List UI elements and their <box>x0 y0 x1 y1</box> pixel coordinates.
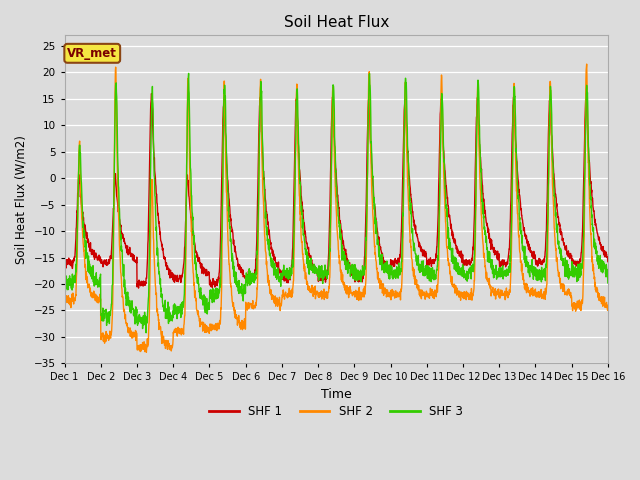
SHF 1 <box>212 282 220 288</box>
SHF 1 <box>556 222 564 228</box>
SHF 1 <box>604 259 612 264</box>
SHF 3 <box>353 275 360 280</box>
SHF 2 <box>61 300 68 306</box>
Y-axis label: Soil Heat Flux (W/m2): Soil Heat Flux (W/m2) <box>15 135 28 264</box>
SHF 1 <box>572 258 579 264</box>
SHF 3 <box>572 264 579 270</box>
SHF 2 <box>364 149 372 155</box>
SHF 1 <box>61 262 68 268</box>
Title: Soil Heat Flux: Soil Heat Flux <box>284 15 389 30</box>
SHF 3 <box>495 270 502 276</box>
Legend: SHF 1, SHF 2, SHF 3: SHF 1, SHF 2, SHF 3 <box>204 401 468 423</box>
SHF 3 <box>364 135 372 141</box>
SHF 1 <box>582 91 590 96</box>
SHF 2 <box>494 287 502 292</box>
SHF 3 <box>604 280 612 286</box>
Line: SHF 1: SHF 1 <box>65 94 608 288</box>
SHF 1 <box>134 285 142 291</box>
SHF 3 <box>212 291 220 297</box>
SHF 2 <box>143 349 150 355</box>
Line: SHF 2: SHF 2 <box>65 64 608 352</box>
SHF 2 <box>212 325 220 331</box>
SHF 1 <box>494 257 502 263</box>
SHF 2 <box>572 300 579 306</box>
SHF 3 <box>185 71 193 76</box>
SHF 1 <box>364 120 372 126</box>
SHF 3 <box>142 330 150 336</box>
SHF 2 <box>583 61 591 67</box>
SHF 3 <box>61 287 68 292</box>
SHF 2 <box>556 280 564 286</box>
Line: SHF 3: SHF 3 <box>65 73 608 333</box>
SHF 2 <box>352 294 360 300</box>
SHF 1 <box>352 276 360 282</box>
Text: VR_met: VR_met <box>67 47 117 60</box>
SHF 3 <box>556 251 564 256</box>
SHF 2 <box>604 303 612 309</box>
X-axis label: Time: Time <box>321 388 351 401</box>
